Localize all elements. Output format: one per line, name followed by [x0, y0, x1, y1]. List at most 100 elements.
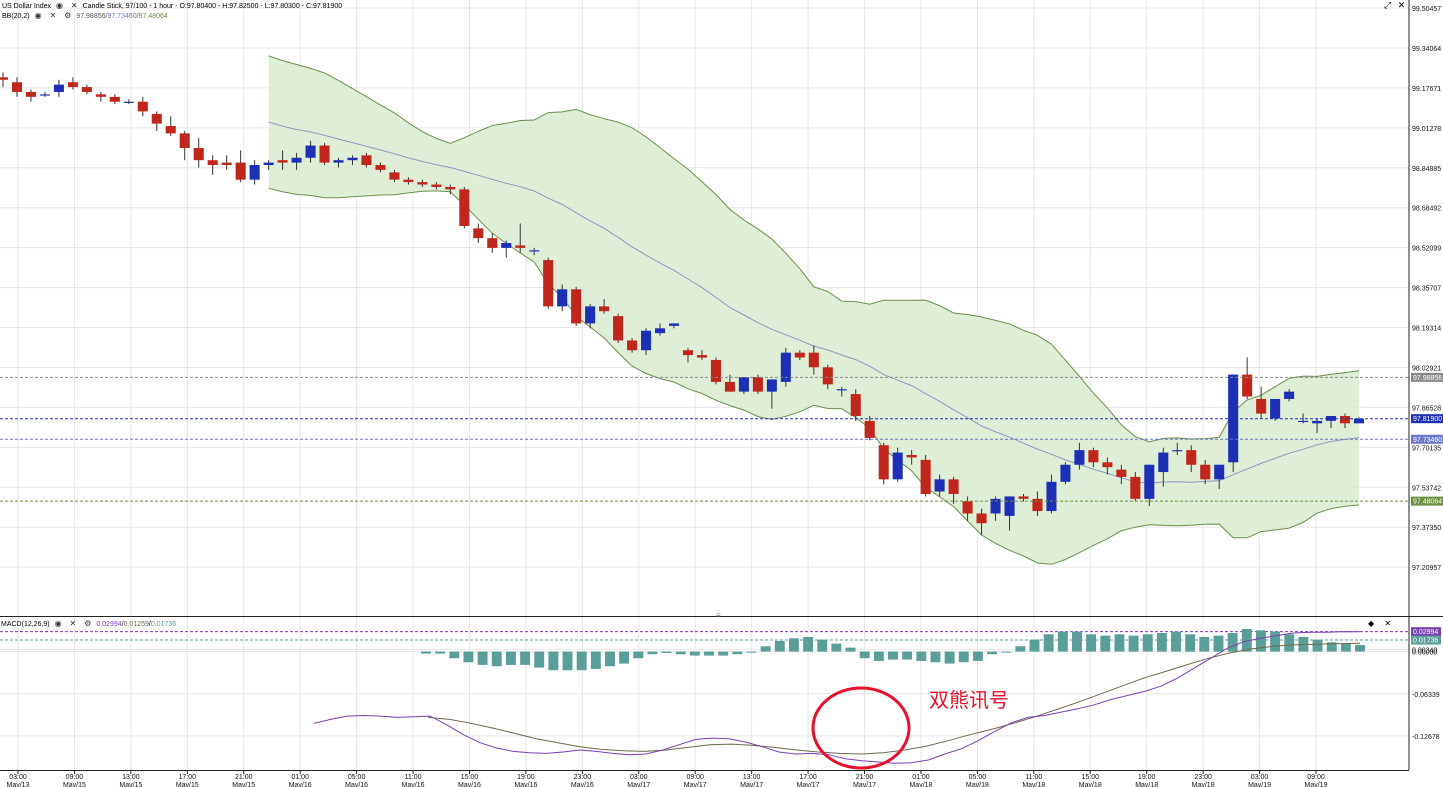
date-tick-label: Mav/19 — [1248, 782, 1271, 787]
date-tick-label: Mav/15 — [63, 782, 86, 787]
candle-down — [599, 306, 610, 312]
candle-down — [179, 133, 190, 148]
close-icon[interactable]: ✕ — [49, 11, 57, 20]
candle-down — [794, 352, 805, 358]
candle-down — [403, 179, 414, 183]
candle-down — [1116, 469, 1127, 477]
candle-up — [766, 379, 777, 392]
macd-histogram-bar — [1072, 631, 1082, 652]
candle-down — [920, 459, 931, 494]
price-tag — [1411, 414, 1443, 424]
date-tick-label: Mav/16 — [402, 782, 425, 787]
price-tick-label: 98.68492 — [1412, 206, 1441, 213]
macd-histogram-bar — [1199, 636, 1210, 652]
macd-histogram-bar — [930, 651, 941, 663]
macd-histogram-bar — [774, 640, 785, 652]
macd-histogram-bar — [831, 643, 842, 652]
macd-histogram-bar — [845, 647, 856, 652]
candle-down — [389, 172, 400, 180]
gear-icon[interactable]: ⚙ — [84, 619, 92, 628]
macd-histogram-bar — [859, 651, 870, 659]
candle-up — [1060, 464, 1071, 482]
time-tick-label: 13:00 — [122, 774, 140, 781]
time-tick-label: 01:00 — [291, 774, 309, 781]
date-tick-label: Mav/16 — [345, 782, 368, 787]
macd-tick-label: 0.00000 — [1412, 650, 1437, 657]
candle-up — [39, 94, 50, 96]
candle-down — [235, 162, 246, 180]
macd-histogram-bar — [704, 651, 714, 656]
close-icon[interactable]: ✕ — [70, 1, 78, 10]
eye-icon[interactable]: ◉ — [55, 1, 63, 10]
candle-down — [109, 96, 120, 102]
price-tick-label: 97.20957 — [1412, 565, 1441, 572]
diamond-icon[interactable]: ◆ — [1368, 619, 1375, 628]
macd-histogram-bar — [1213, 635, 1224, 652]
bollinger-upper-line — [268, 55, 1360, 443]
candle-down — [571, 289, 582, 324]
resize-handle-icon[interactable]: ≡ — [716, 611, 721, 620]
macd-histogram-bar — [1185, 634, 1196, 652]
date-tick-label: Mav/16 — [289, 782, 312, 787]
date-tick-label: Mav/18 — [1135, 782, 1158, 787]
close-icon[interactable]: ✕ — [69, 619, 77, 628]
date-tick-label: Mav/18 — [909, 782, 932, 787]
eye-icon[interactable]: ◉ — [54, 619, 62, 628]
macd-histogram-bar — [1270, 631, 1281, 652]
macd-histogram-bar — [718, 651, 729, 656]
candle-down — [67, 82, 78, 88]
gear-icon[interactable]: ⚙ — [64, 11, 72, 20]
macd-tag-label: 0.02994 — [1413, 629, 1438, 636]
time-tick-label: 09:00 — [66, 774, 84, 781]
time-tick-label: 15:00 — [461, 774, 479, 781]
price-tick-label: 99.50457 — [1412, 6, 1441, 13]
time-tick-label: 03:00 — [630, 774, 648, 781]
price-tag — [1411, 496, 1443, 506]
macd-label: MACD(12,26,9) — [1, 621, 50, 628]
close-icon[interactable]: ✕ — [1384, 619, 1392, 628]
macd-tick-label: 0.00340 — [1412, 647, 1437, 654]
date-tick-label: Mav/17 — [627, 782, 650, 787]
price-tick-label: 99.34064 — [1412, 46, 1441, 53]
candle-down — [277, 160, 288, 163]
time-tick-label: 03:00 — [9, 774, 27, 781]
macd-histogram-bar — [1241, 628, 1252, 652]
time-tick-label: 11:00 — [405, 774, 422, 781]
macd-histogram-bar — [1156, 632, 1167, 652]
macd-histogram-bar — [788, 638, 799, 652]
candle-up — [347, 157, 358, 161]
symbol-label: US Dollar Index — [2, 3, 52, 10]
candle-down — [696, 355, 708, 358]
candle-up — [529, 250, 540, 252]
macd-histogram-bar — [916, 651, 927, 661]
macd-controls: ◆ ✕ — [1368, 619, 1391, 628]
candle-down — [1242, 374, 1253, 397]
macd-histogram-bar — [520, 651, 531, 665]
time-tick-label: 05:00 — [348, 774, 366, 781]
macd-histogram-bar — [902, 651, 913, 660]
price-tick-label: 98.84885 — [1412, 166, 1441, 173]
macd-histogram-bar — [760, 646, 771, 652]
eye-icon[interactable]: ◉ — [34, 11, 42, 20]
candle-up — [263, 162, 274, 166]
candle-down — [207, 160, 218, 166]
price-tag-label: 97.98856 — [1413, 375, 1442, 382]
candle-up — [585, 306, 596, 324]
candle-up — [557, 289, 568, 307]
price-tick-label: 97.86528 — [1412, 405, 1441, 412]
time-tick-label: 19:00 — [517, 774, 535, 781]
macd-histogram-bar — [505, 651, 516, 665]
collapse-icon[interactable]: ✕ — [1397, 0, 1406, 10]
candle-down — [515, 245, 526, 248]
macd-histogram-bar — [421, 651, 431, 654]
candle-up — [123, 101, 134, 103]
date-tick-label: Mav/15 — [119, 782, 142, 787]
time-tick-label: 09:00 — [1307, 774, 1325, 781]
expand-icon[interactable]: ⤢ — [1384, 0, 1392, 10]
candle-up — [1270, 398, 1281, 419]
candle-down — [193, 147, 204, 161]
macd-histogram-bar — [1312, 639, 1323, 652]
date-tick-label: Mav/17 — [740, 782, 763, 787]
macd-histogram-bar — [1227, 632, 1238, 652]
